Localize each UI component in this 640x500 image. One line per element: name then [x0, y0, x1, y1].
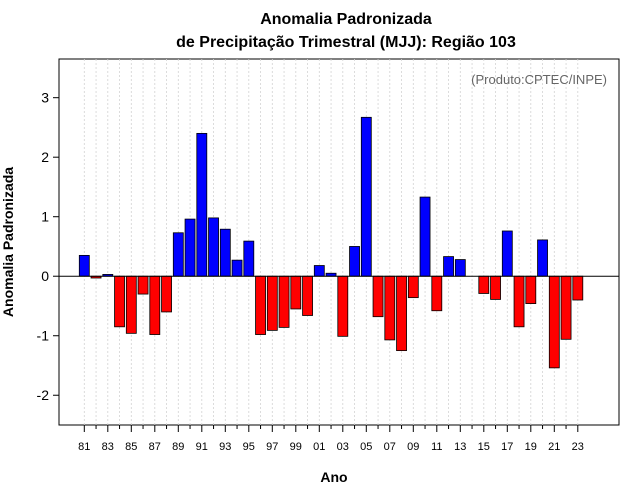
- bar-00: [302, 275, 313, 316]
- bar-12: [443, 256, 454, 277]
- grid-layer: [83, 59, 579, 425]
- bar-20: [537, 239, 548, 277]
- bar-91: [196, 132, 208, 277]
- bar-11: [431, 275, 443, 312]
- x-tick-label: 13: [454, 441, 466, 453]
- x-tick-label: 03: [337, 441, 349, 453]
- bars-layer: [78, 116, 584, 369]
- y-tick-label: 1: [41, 209, 49, 225]
- y-tick-label: -2: [37, 387, 50, 403]
- x-tick-label: 83: [102, 441, 114, 453]
- bar-95: [243, 240, 255, 277]
- y-axis: -2 -1 0 1 2 3: [37, 90, 59, 403]
- x-tick-label: 17: [501, 441, 513, 453]
- y-tick-label: 3: [41, 90, 49, 106]
- bar-23: [572, 275, 584, 301]
- bar-17: [501, 230, 513, 277]
- bar-18: [513, 275, 525, 328]
- bar-84: [114, 275, 125, 328]
- plot-area: [58, 58, 620, 426]
- bar-22: [560, 275, 572, 340]
- x-tick-label: 87: [149, 441, 161, 453]
- bar-04: [349, 246, 360, 277]
- bar-89: [172, 232, 184, 277]
- bar-87: [149, 275, 161, 335]
- y-axis-title: Anomalia Padronizada: [0, 167, 16, 317]
- x-tick-label: 21: [548, 441, 560, 453]
- bar-08: [396, 275, 407, 352]
- x-tick-label: 93: [219, 441, 231, 453]
- x-tick-label: 91: [196, 441, 208, 453]
- x-tick-label: 97: [266, 441, 278, 453]
- x-tick-label: 89: [172, 441, 184, 453]
- bar-10: [419, 196, 431, 277]
- y-tick-label: 0: [41, 268, 49, 284]
- x-axis: 81 83 85 87 89 91 93 95 97 99 01 03 05 07 09 11 13 15 17 19…: [78, 425, 584, 453]
- x-tick-label: 23: [572, 441, 584, 453]
- bar-81: [78, 254, 90, 277]
- bar-01: [313, 265, 325, 277]
- x-tick-label: 99: [290, 441, 302, 453]
- bar-96: [255, 275, 266, 335]
- bar-99: [290, 275, 302, 310]
- x-tick-label: 81: [78, 441, 90, 453]
- x-tick-label: 01: [313, 441, 325, 453]
- bar-88: [161, 275, 172, 313]
- x-tick-label: 95: [243, 441, 255, 453]
- x-tick-label: 09: [407, 441, 419, 453]
- x-tick-label: 19: [525, 441, 537, 453]
- bar-86: [137, 275, 149, 295]
- x-tick-label: 11: [431, 441, 442, 453]
- bar-13: [454, 259, 466, 277]
- bar-92: [208, 217, 219, 277]
- bar-09: [407, 275, 419, 299]
- x-tick-label: 07: [384, 441, 396, 453]
- bar-06: [372, 275, 384, 318]
- y-tick-label: 2: [41, 149, 49, 165]
- bar-05: [360, 116, 372, 277]
- bar-94: [231, 259, 243, 277]
- bar-03: [337, 275, 349, 337]
- x-tick-label: 85: [125, 441, 137, 453]
- y-tick-label: -1: [37, 328, 50, 344]
- x-tick-label: 05: [360, 441, 372, 453]
- bar-21: [548, 275, 560, 369]
- bar-16: [490, 275, 501, 300]
- bar-07: [384, 275, 396, 341]
- bar-98: [278, 275, 290, 328]
- credit-label: (Produto:CPTEC/INPE): [471, 72, 607, 87]
- x-tick-label: 15: [478, 441, 490, 453]
- chart-title-line2: de Precipitação Trimestral (MJJ): Região…: [176, 34, 516, 51]
- chart-title-line1: Anomalia Padronizada: [260, 11, 432, 28]
- x-axis-title: Ano: [320, 469, 347, 485]
- bar-90: [184, 218, 196, 277]
- bar-19: [525, 275, 537, 305]
- bar-85: [125, 275, 137, 334]
- bar-93: [219, 228, 231, 277]
- bar-97: [266, 275, 278, 331]
- bar-15: [478, 275, 490, 294]
